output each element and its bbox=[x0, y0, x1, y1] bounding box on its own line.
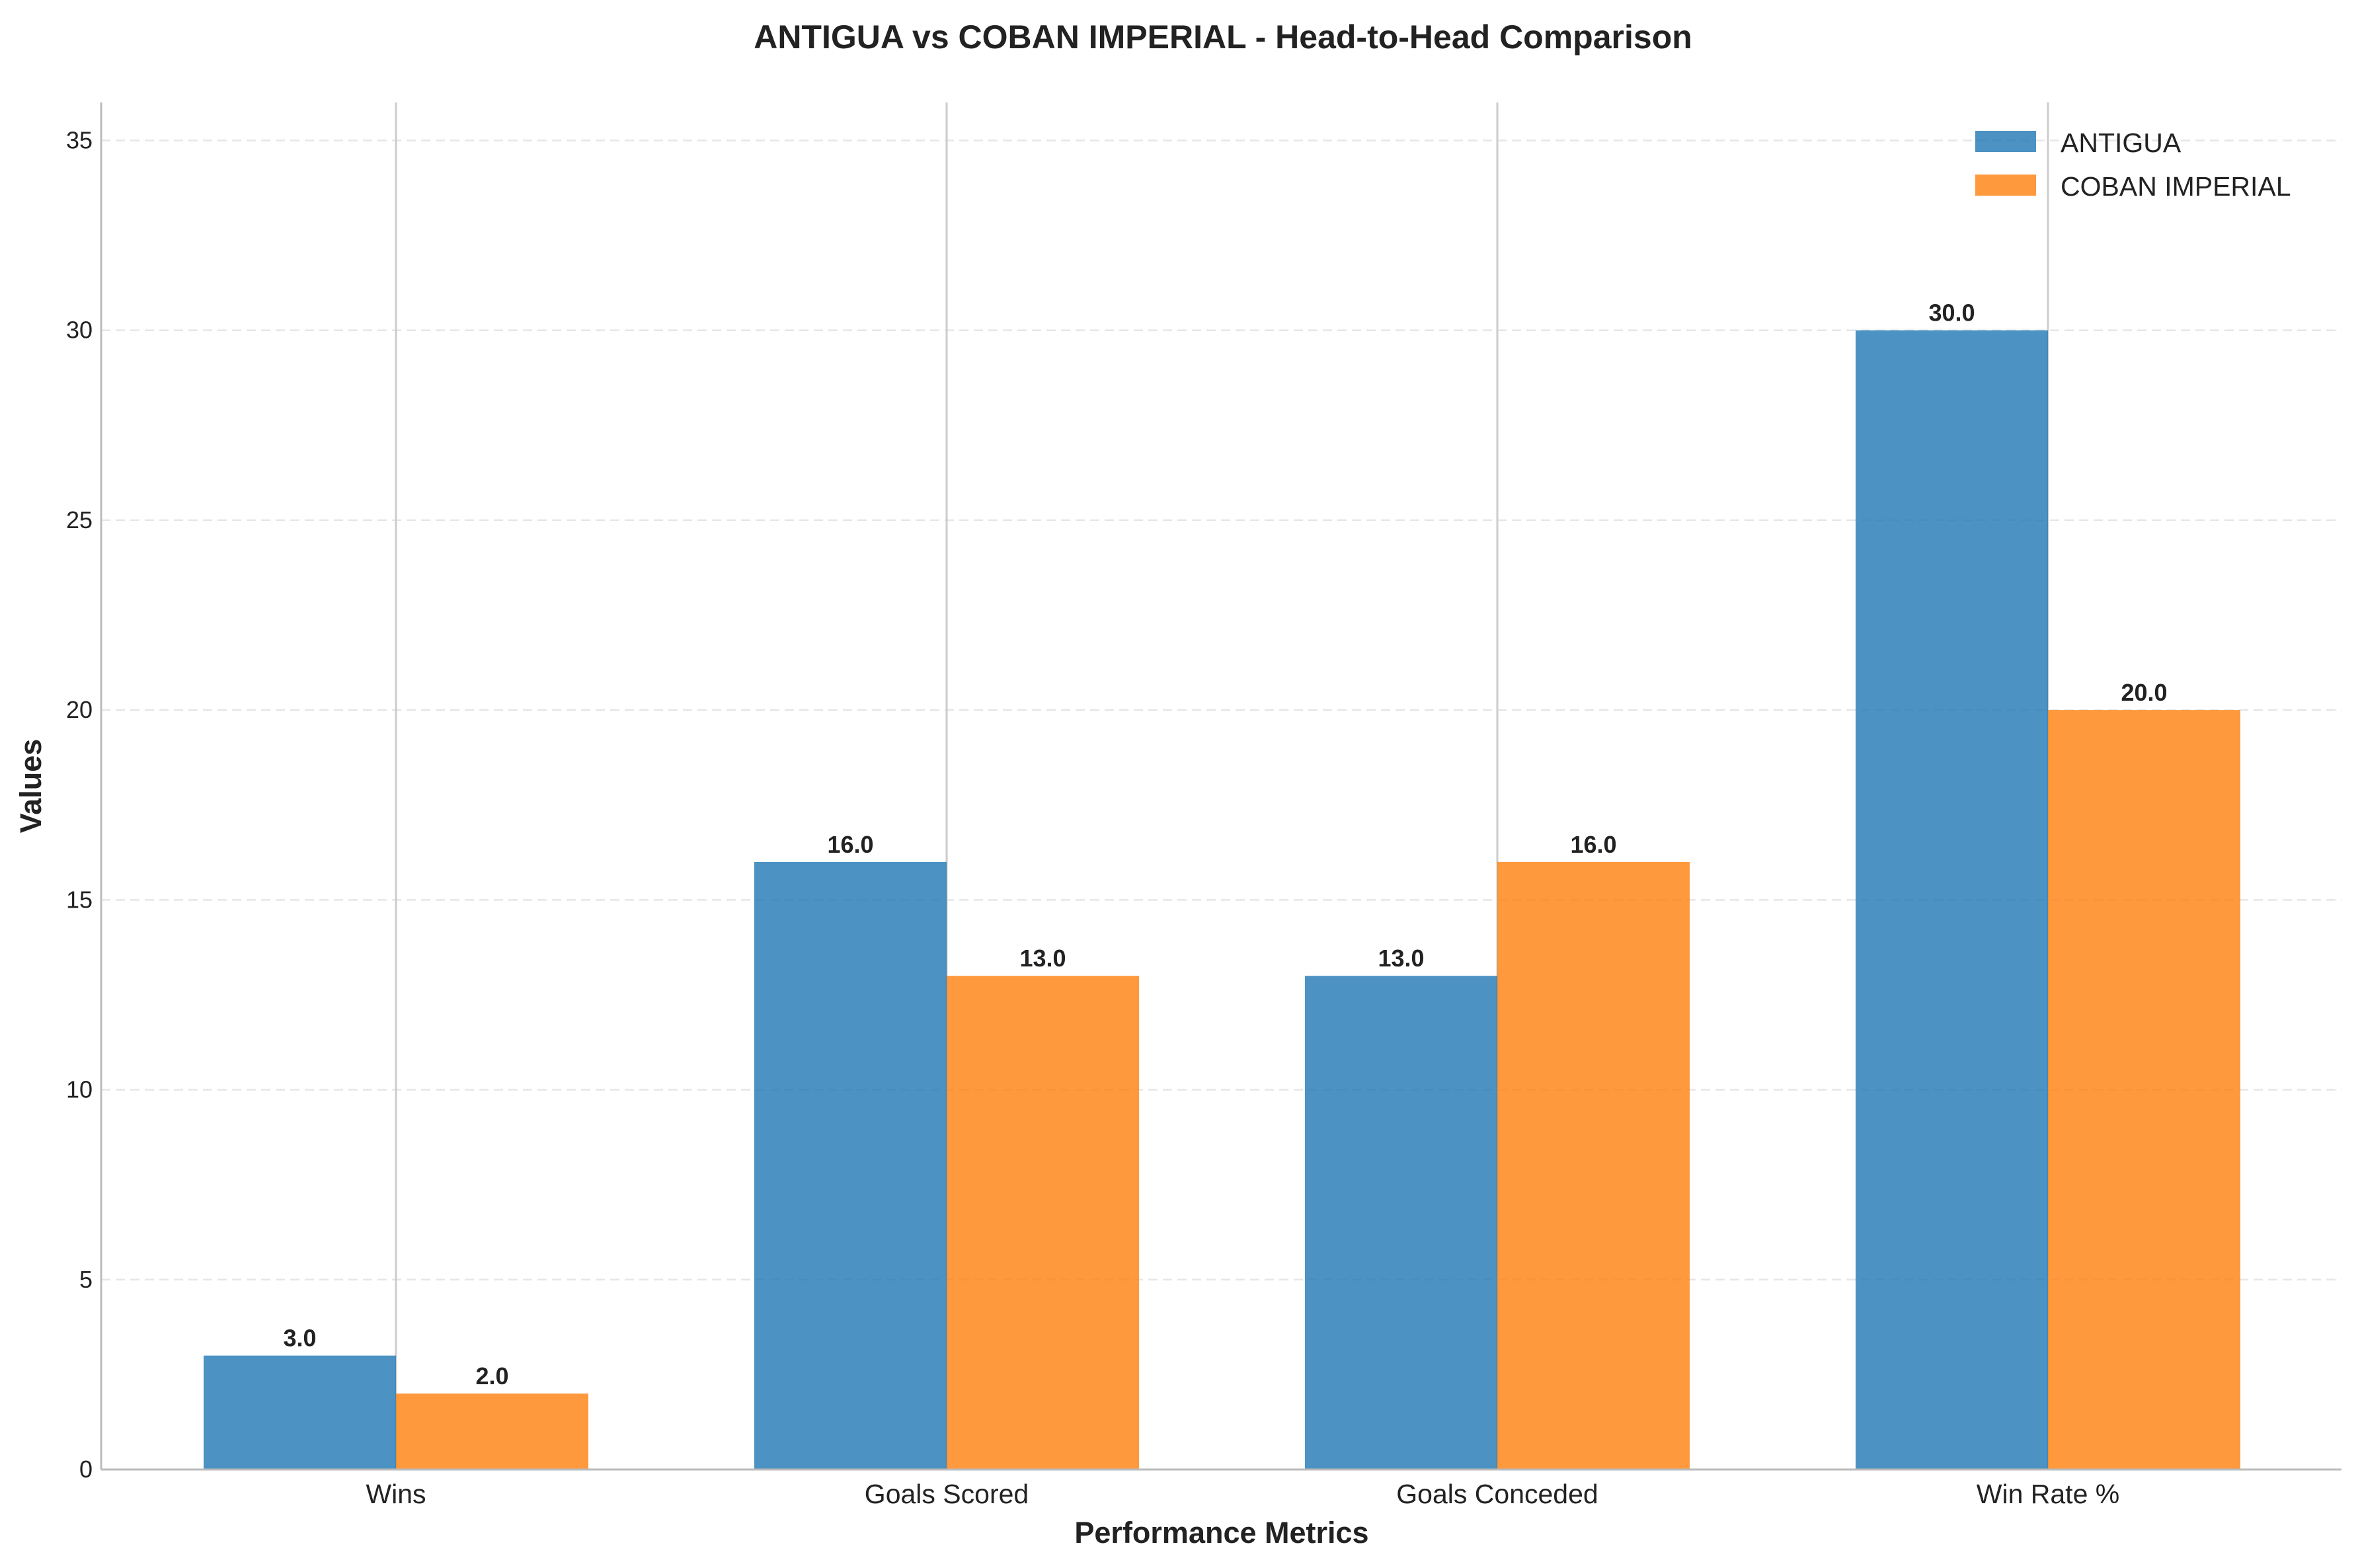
y-tick-label: 20 bbox=[66, 696, 93, 723]
bar-coban-imperial bbox=[1497, 861, 1690, 1470]
bar-antigua bbox=[1856, 330, 2048, 1470]
bar-value-label: 20.0 bbox=[2121, 679, 2167, 706]
y-tick-labels: 0 5 10 15 20 25 30 35 bbox=[66, 126, 93, 1483]
legend-label: COBAN IMPERIAL bbox=[2061, 171, 2291, 202]
bar-antigua bbox=[754, 861, 947, 1470]
legend-swatch bbox=[1975, 131, 2036, 152]
value-labels: 3.0 2.0 16.0 13.0 13.0 16.0 30.0 20.0 bbox=[283, 299, 2167, 1390]
y-tick-label: 25 bbox=[66, 506, 93, 533]
x-tick-label: Wins bbox=[366, 1479, 426, 1509]
legend-label: ANTIGUA bbox=[2061, 128, 2182, 158]
x-tick-label: Win Rate % bbox=[1977, 1479, 2119, 1509]
bar-coban-imperial bbox=[2048, 710, 2240, 1470]
y-tick-label: 10 bbox=[66, 1076, 93, 1103]
x-tick-labels: Wins Goals Scored Goals Conceded Win Rate % bbox=[366, 1479, 2119, 1509]
bar-value-label: 13.0 bbox=[1378, 945, 1424, 972]
bars bbox=[204, 330, 2240, 1470]
legend: ANTIGUA COBAN IMPERIAL bbox=[1975, 128, 2291, 202]
bar-value-label: 30.0 bbox=[1928, 299, 1975, 327]
y-tick-label: 15 bbox=[66, 886, 93, 913]
bar-coban-imperial bbox=[396, 1393, 588, 1470]
bar-coban-imperial bbox=[947, 976, 1139, 1470]
bar-value-label: 16.0 bbox=[1570, 831, 1616, 858]
y-tick-label: 35 bbox=[66, 126, 93, 153]
chart-title: ANTIGUA vs COBAN IMPERIAL - Head-to-Head… bbox=[754, 19, 1692, 56]
legend-swatch bbox=[1975, 175, 2036, 196]
bar-value-label: 2.0 bbox=[475, 1362, 508, 1390]
bar-value-label: 13.0 bbox=[1019, 945, 1066, 972]
bar-antigua bbox=[1305, 976, 1497, 1470]
y-axis-label: Values bbox=[14, 739, 48, 834]
bar-value-label: 3.0 bbox=[283, 1325, 316, 1352]
x-tick-label: Goals Conceded bbox=[1396, 1479, 1598, 1509]
bar-value-label: 16.0 bbox=[827, 831, 873, 858]
y-tick-label: 0 bbox=[79, 1456, 93, 1483]
y-tick-label: 30 bbox=[66, 317, 93, 344]
x-axis-label: Performance Metrics bbox=[1074, 1516, 1368, 1549]
x-tick-label: Goals Scored bbox=[865, 1479, 1029, 1509]
bar-antigua bbox=[204, 1355, 396, 1470]
y-tick-label: 5 bbox=[79, 1266, 93, 1293]
